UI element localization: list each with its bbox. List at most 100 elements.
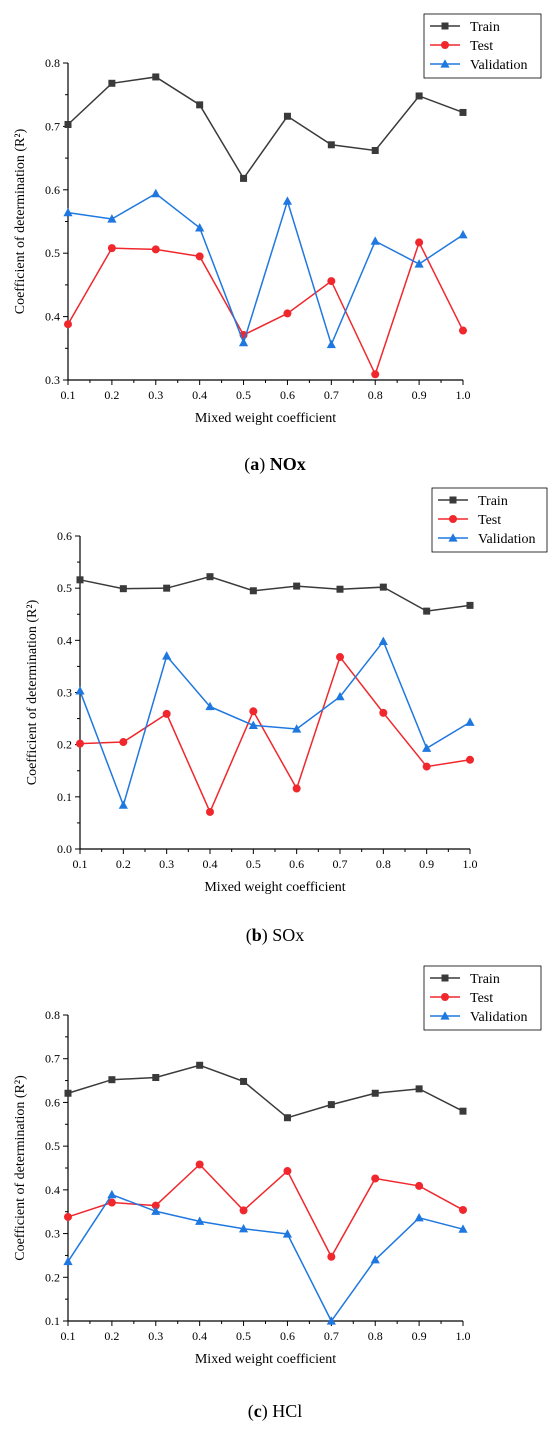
data-point-test bbox=[151, 245, 160, 254]
data-point-train bbox=[152, 1074, 160, 1082]
data-point-test bbox=[415, 238, 424, 247]
legend: Train Test Validation bbox=[423, 13, 542, 79]
y-tick-label: 0.5 bbox=[57, 581, 72, 595]
x-tick-label: 0.4 bbox=[203, 857, 218, 871]
y-tick-label: 0.3 bbox=[57, 686, 72, 700]
x-axis-title: Mixed weight coefficient bbox=[195, 1352, 336, 1367]
data-point-validation bbox=[205, 701, 215, 711]
chart-panel-sox: 0.00.10.20.30.40.50.60.1 0.2 0.3 0.4 0.5 0.6 0… bbox=[25, 487, 548, 946]
x-tick-label: 1.0 bbox=[456, 388, 471, 402]
data-point-train bbox=[240, 1077, 248, 1085]
data-point-train bbox=[459, 1107, 467, 1115]
data-point-validation bbox=[414, 259, 424, 268]
data-point-train bbox=[64, 1089, 72, 1097]
y-tick-label: 0.7 bbox=[45, 1052, 60, 1066]
data-point-test bbox=[107, 1198, 116, 1207]
x-tick-label: 0.6 bbox=[289, 857, 304, 871]
data-point-train bbox=[152, 73, 160, 81]
data-point-train bbox=[327, 1101, 335, 1109]
legend-label-validation: Validation bbox=[478, 532, 536, 547]
caption-close: ) bbox=[259, 454, 270, 475]
data-point-validation bbox=[238, 337, 249, 347]
data-point-validation bbox=[107, 1189, 117, 1199]
series-line-test bbox=[79, 655, 471, 814]
x-axis-title: Mixed weight coefficient bbox=[204, 880, 345, 895]
legend: Train Test Validation bbox=[431, 487, 548, 553]
y-tick-label: 0.2 bbox=[45, 1270, 60, 1284]
data-point-validation bbox=[63, 1256, 73, 1266]
data-point-test bbox=[195, 252, 204, 261]
caption-label: ( bbox=[246, 925, 252, 946]
data-point-test bbox=[459, 1205, 467, 1214]
x-tick-label: 0.3 bbox=[159, 857, 174, 871]
y-tick-label: 0.0 bbox=[57, 842, 72, 856]
data-point-validation bbox=[370, 1255, 380, 1264]
data-point-validation bbox=[107, 214, 117, 223]
caption-letter: c bbox=[254, 1401, 262, 1421]
data-point-test bbox=[107, 244, 116, 253]
data-point-test bbox=[64, 320, 72, 329]
data-point-validation bbox=[370, 236, 380, 245]
x-tick-label: 0.1 bbox=[61, 1329, 76, 1343]
x-tick-label: 0.9 bbox=[419, 857, 434, 871]
data-point-test bbox=[64, 1212, 72, 1221]
y-tick-label: 0.8 bbox=[45, 1008, 60, 1022]
caption: (b) SOx bbox=[246, 925, 305, 946]
y-tick-label: 0.1 bbox=[45, 1314, 60, 1328]
data-point-test bbox=[119, 738, 128, 747]
chart-panel-nox: 0.3 0.4 0.5 0.6 0.7 0.8 0.1 0.2 0.3 0.4 0.5 0.6 0.7 0… bbox=[13, 13, 542, 475]
data-point-test bbox=[206, 807, 214, 816]
y-tick-label: 0.6 bbox=[45, 183, 60, 197]
data-point-validation bbox=[238, 1223, 249, 1233]
x-tick-label: 0.9 bbox=[412, 388, 427, 402]
x-tick-label: 0.5 bbox=[236, 1329, 251, 1343]
data-point-train bbox=[415, 1085, 423, 1093]
data-point-validation bbox=[151, 188, 161, 198]
series-train bbox=[76, 573, 474, 615]
data-point-train bbox=[415, 92, 423, 100]
caption: (a) NOx bbox=[244, 454, 306, 475]
data-point-train bbox=[379, 583, 387, 591]
x-tick-label: 0.9 bbox=[412, 1329, 427, 1343]
data-point-validation bbox=[422, 743, 432, 752]
data-point-test bbox=[151, 1201, 160, 1210]
data-point-validation bbox=[326, 1316, 336, 1325]
series-line-validation bbox=[67, 1193, 464, 1323]
data-point-train bbox=[459, 108, 467, 116]
y-axis-title: Coefficient of determination (R²) bbox=[13, 1075, 28, 1261]
data-point-test bbox=[371, 370, 380, 379]
caption: (c) HCl bbox=[248, 1401, 303, 1422]
data-point-train bbox=[163, 584, 171, 592]
data-point-validation bbox=[335, 691, 345, 701]
x-tick-label: 0.8 bbox=[376, 857, 391, 871]
series-test bbox=[64, 238, 467, 379]
caption-letter: b bbox=[252, 925, 262, 945]
series-validation bbox=[75, 636, 475, 809]
x-tick-label: 0.2 bbox=[104, 1329, 119, 1343]
legend-marker-validation bbox=[440, 59, 450, 68]
x-tick-label: 0.7 bbox=[324, 1329, 339, 1343]
series-validation bbox=[63, 188, 468, 349]
legend-label-validation: Validation bbox=[470, 1010, 528, 1025]
data-point-test bbox=[162, 709, 171, 718]
legend: Train Test Validation bbox=[423, 965, 542, 1031]
legend-label-test: Test bbox=[478, 513, 501, 528]
data-point-test bbox=[371, 1174, 380, 1183]
y-tick-label: 0.4 bbox=[45, 310, 60, 324]
x-tick-label: 0.8 bbox=[368, 1329, 383, 1343]
data-point-test bbox=[415, 1181, 424, 1190]
data-point-test bbox=[76, 739, 84, 748]
data-point-train bbox=[240, 174, 248, 182]
legend-marker-test bbox=[441, 41, 449, 49]
y-tick-label: 0.6 bbox=[57, 529, 72, 543]
legend-label-validation: Validation bbox=[470, 58, 528, 73]
data-point-train bbox=[108, 1076, 116, 1084]
data-point-validation bbox=[195, 1216, 205, 1225]
series-test bbox=[64, 1160, 467, 1261]
data-point-train bbox=[466, 601, 474, 609]
data-point-validation bbox=[292, 724, 302, 733]
data-point-test bbox=[327, 277, 336, 286]
x-tick-label: 0.5 bbox=[236, 388, 251, 402]
caption-name: NOx bbox=[270, 454, 306, 474]
x-tick-label: 0.8 bbox=[368, 388, 383, 402]
